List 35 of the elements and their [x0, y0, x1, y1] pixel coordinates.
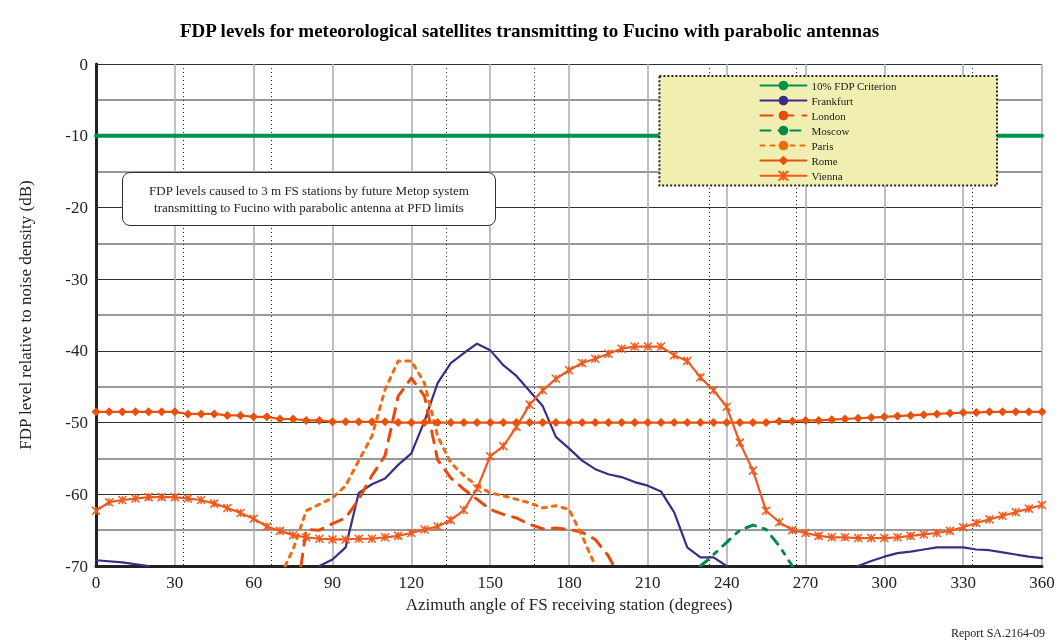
x-tick-label: 0	[91, 573, 101, 592]
legend-label: Frankfurt	[811, 94, 853, 107]
y-tick-label: -20	[65, 197, 88, 217]
line-series	[698, 523, 794, 568]
x-tick-label: 210	[635, 573, 661, 592]
chart-title: FDP levels for meteorological satellites transmitting to Fucino with parabolic antennas	[179, 20, 880, 41]
x-tick-label: 60	[245, 573, 263, 592]
legend-label: London	[811, 109, 847, 122]
legend-label: 10% FDP Criterion	[811, 79, 898, 92]
x-tick-label: 180	[556, 573, 582, 592]
note-box: FDP levels caused to 3 m FS stations by future Metop system transmitting to Fucino with parabolic antenna at PFD limits	[122, 172, 496, 226]
legend-label: Paris	[811, 139, 834, 152]
text: Report SA.2164-09	[951, 626, 1045, 640]
x-tick-label: 270	[792, 573, 819, 592]
x-tick-label: 150	[477, 573, 503, 592]
y-axis-title: FDP level relative to noise density (dB)	[16, 180, 35, 450]
y-tick-label: -60	[65, 484, 88, 504]
legend-label: Rome	[811, 154, 838, 167]
x-tick-label: 90	[324, 573, 341, 592]
x-axis-title: Azimuth angle of FS receiving station (degrees)	[405, 595, 733, 614]
y-tick-label: -50	[65, 413, 88, 433]
line-series	[283, 359, 597, 568]
x-tick-label: 120	[398, 573, 425, 592]
y-tick-label: -70	[65, 556, 88, 576]
y-tick-label: -10	[65, 126, 88, 146]
legend-label: Moscow	[811, 124, 850, 137]
x-tick-label: 360	[1029, 573, 1055, 592]
x-tick-label: 300	[871, 573, 898, 592]
y-tick-label: -40	[65, 341, 88, 361]
x-tick-label: 30	[166, 573, 184, 592]
y-tick-label: -30	[65, 269, 88, 289]
legend-label: Vienna	[811, 169, 843, 182]
x-tick-label: 240	[713, 573, 740, 592]
x-tick-label: 330	[950, 573, 976, 592]
y-tick-label: 0	[79, 54, 88, 74]
